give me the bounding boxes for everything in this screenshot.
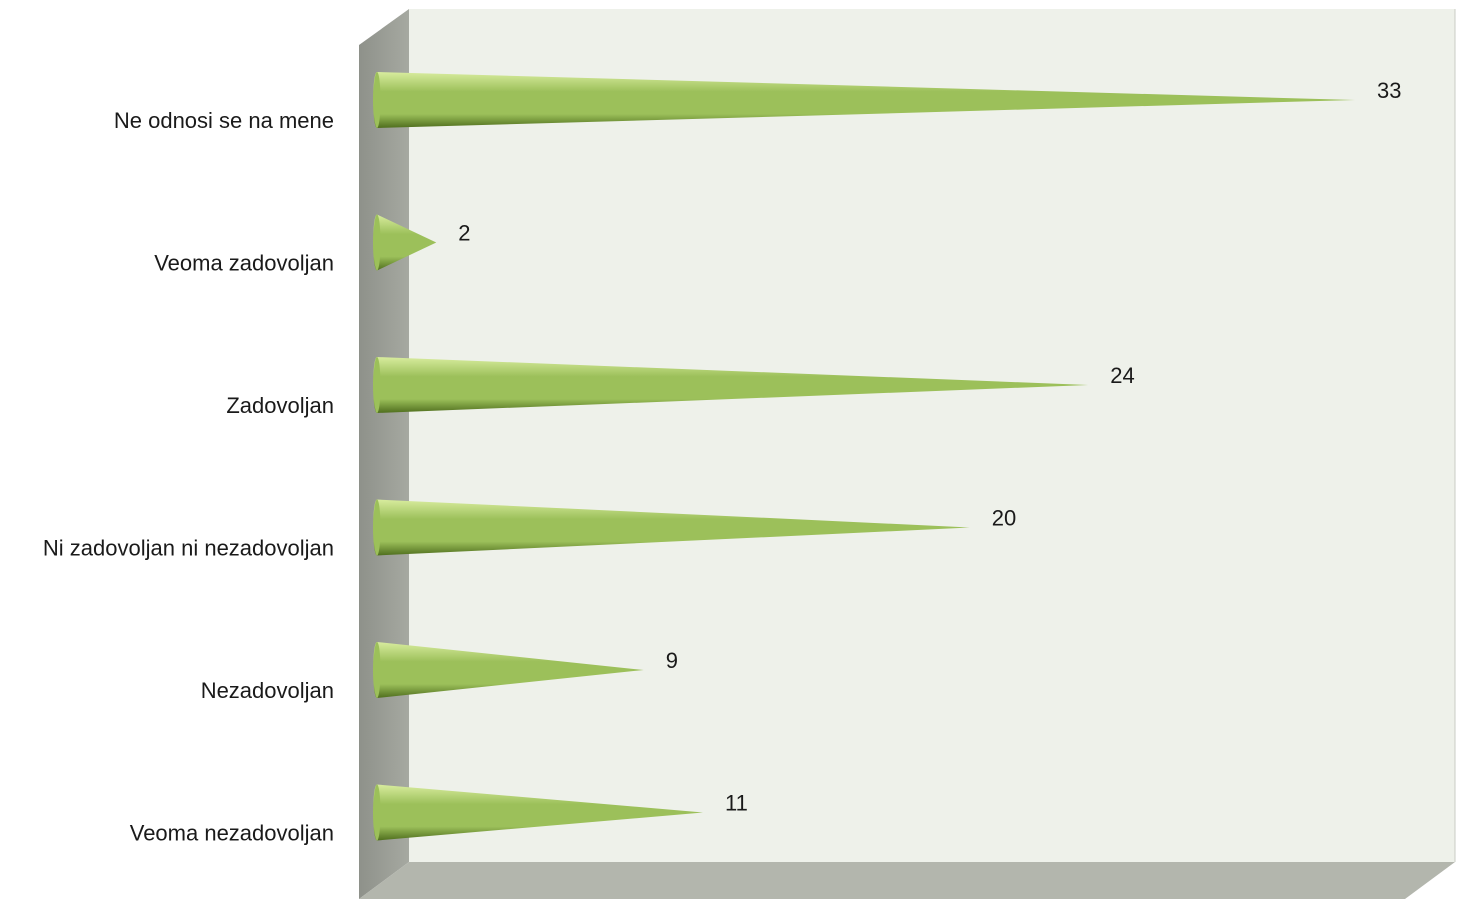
cone-bar — [373, 357, 1089, 413]
data-label: 11 — [725, 791, 748, 816]
data-label: 20 — [992, 506, 1016, 531]
cone-bar — [373, 214, 437, 271]
category-label: Veoma zadovoljan — [154, 251, 334, 276]
data-label: 9 — [666, 648, 678, 673]
category-label: Zadovoljan — [226, 393, 334, 418]
side-wall — [359, 9, 409, 899]
category-labels: Ne odnosi se na mene Veoma zadovoljan Zado… — [43, 108, 334, 846]
cone-bars — [373, 72, 1355, 841]
category-label: Veoma nezadovoljan — [130, 821, 334, 846]
cone-base — [373, 357, 381, 413]
cone-bar — [373, 499, 970, 556]
cone-bar — [373, 784, 703, 841]
data-label: 33 — [1377, 78, 1401, 103]
floor — [359, 862, 1455, 899]
category-label: Nezadovoljan — [201, 678, 334, 703]
back-wall — [409, 9, 1455, 862]
category-label: Ne odnosi se na mene — [114, 108, 334, 133]
category-label: Ni zadovoljan ni nezadovoljan — [43, 536, 334, 561]
data-labels: 33 2 24 20 9 11 — [458, 78, 1401, 816]
cone-bar — [373, 72, 1355, 128]
cone-base — [373, 72, 381, 128]
cone-base — [373, 642, 381, 698]
data-label: 2 — [458, 221, 470, 246]
cone-bar — [373, 642, 644, 698]
cone-base — [373, 214, 381, 271]
cone-base — [373, 784, 381, 841]
data-label: 24 — [1110, 363, 1134, 388]
cone-base — [373, 499, 381, 556]
